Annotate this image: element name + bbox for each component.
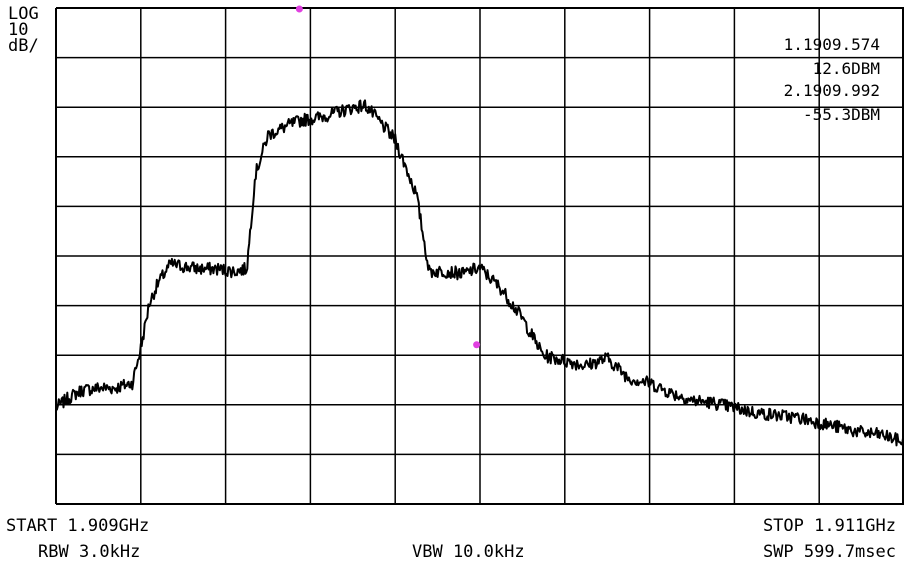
scale-log-label: LOG [8,4,39,24]
marker-2-frequency: 2.1909.992 [783,81,880,100]
marker-points [295,5,481,349]
rbw-label: RBW 3.0kHz [38,542,141,562]
sweep-time-label: SWP 599.7msec [762,542,896,562]
start-frequency-label: START 1.909GHz [6,516,150,536]
marker-1-amplitude: 12.6DBM [812,59,880,78]
marker-2-amplitude: -55.3DBM [802,105,880,124]
marker-2-dot [473,341,481,349]
graticule [55,7,904,505]
vbw-label: VBW 10.0kHz [412,542,525,562]
stop-frequency-label: STOP 1.911GHz [762,516,896,536]
marker-1-frequency: 1.1909.574 [783,35,880,54]
marker-1-dot [295,5,303,13]
spectrum-trace [55,99,904,447]
scale-value-label: 10 [8,20,29,40]
scale-unit-label: dB/ [8,36,39,56]
